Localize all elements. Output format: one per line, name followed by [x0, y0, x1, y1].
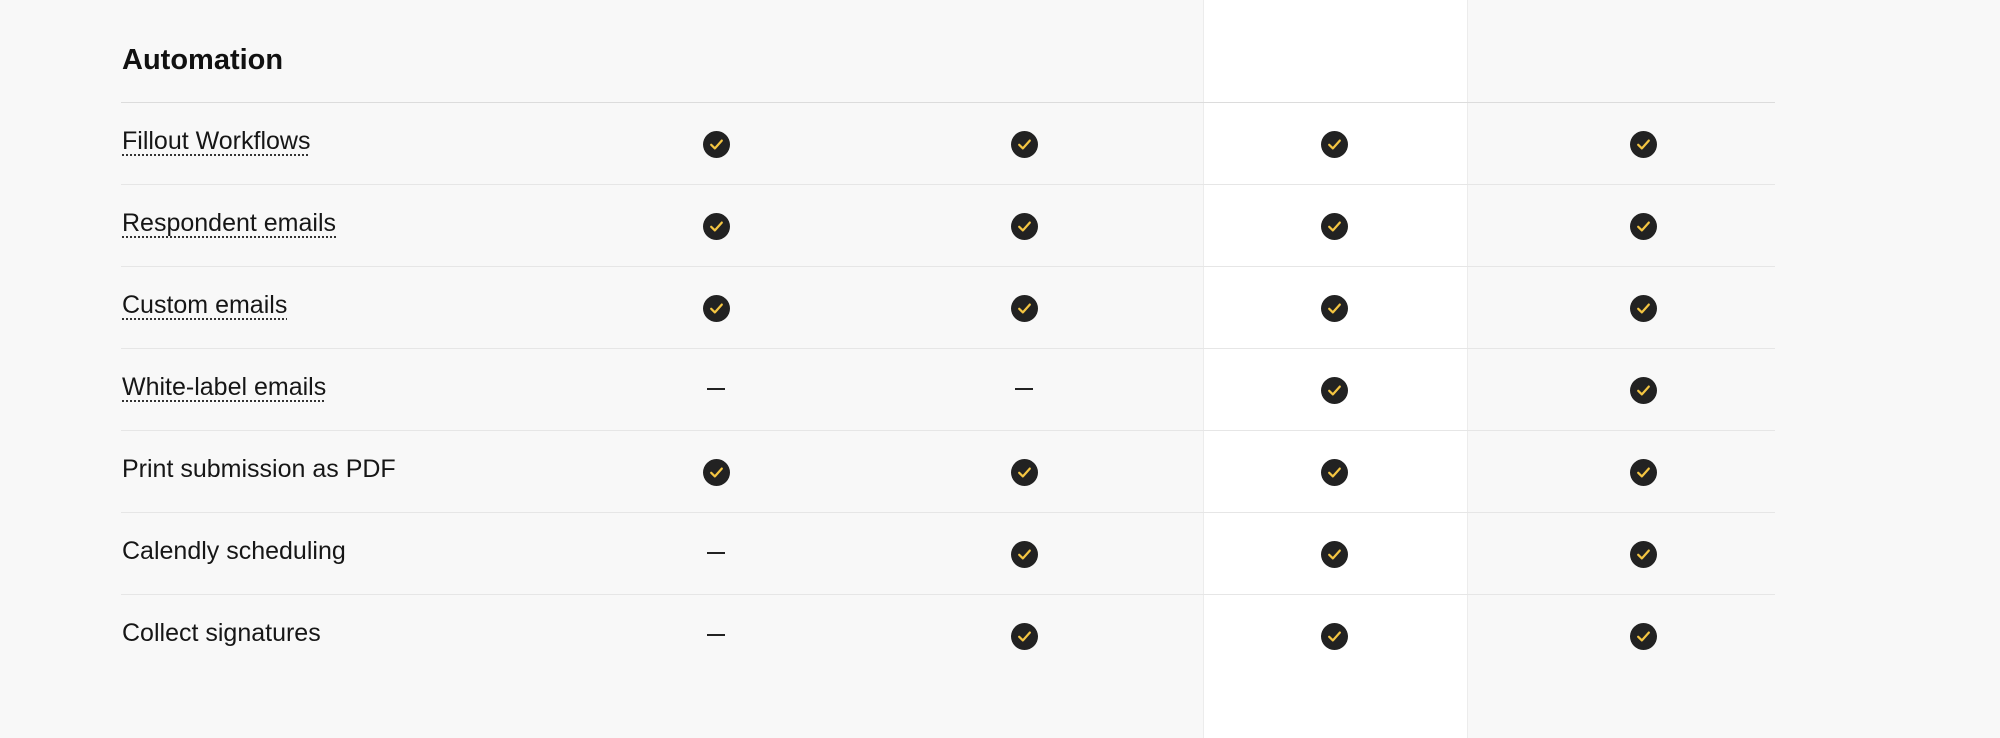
- plan-cell: [1304, 103, 1364, 185]
- check-circle-icon: [1010, 458, 1038, 486]
- check-circle-icon: [1629, 130, 1657, 158]
- feature-row-print-submission-as-pdf: Print submission as PDF: [121, 431, 1775, 513]
- plan-cell: [1613, 185, 1673, 267]
- plan-cell: [994, 349, 1054, 431]
- plan-cell: [1304, 595, 1364, 677]
- feature-comparison-table: Automation Fillout Workflows Respondent e…: [121, 0, 1775, 677]
- check-circle-icon: [1629, 212, 1657, 240]
- dash-icon: [707, 551, 725, 554]
- section-header: Automation: [121, 0, 1775, 103]
- feature-label[interactable]: Custom emails: [122, 291, 288, 319]
- check-circle-icon: [1320, 294, 1348, 322]
- feature-label: Calendly scheduling: [122, 537, 346, 565]
- feature-row-white-label-emails: White-label emails: [121, 349, 1775, 431]
- check-circle-icon: [702, 212, 730, 240]
- dash-icon: [707, 633, 725, 636]
- check-circle-icon: [702, 458, 730, 486]
- feature-rows: Fillout Workflows Respondent emails Custom…: [121, 103, 1775, 677]
- plan-cell: [1304, 349, 1364, 431]
- check-circle-icon: [1010, 130, 1038, 158]
- plan-cell: [686, 185, 746, 267]
- plan-cell: [1613, 349, 1673, 431]
- plan-cell: [1613, 103, 1673, 185]
- feature-label: Print submission as PDF: [122, 455, 396, 483]
- check-circle-icon: [702, 130, 730, 158]
- check-circle-icon: [1320, 622, 1348, 650]
- feature-row-fillout-workflows: Fillout Workflows: [121, 103, 1775, 185]
- plan-cell: [994, 513, 1054, 595]
- plan-cell: [994, 185, 1054, 267]
- plan-cell: [686, 267, 746, 349]
- check-circle-icon: [1629, 540, 1657, 568]
- plan-cell: [994, 431, 1054, 513]
- feature-label[interactable]: Fillout Workflows: [122, 127, 311, 155]
- feature-row-respondent-emails: Respondent emails: [121, 185, 1775, 267]
- check-circle-icon: [1320, 130, 1348, 158]
- check-circle-icon: [1010, 622, 1038, 650]
- check-circle-icon: [1320, 212, 1348, 240]
- feature-label[interactable]: Respondent emails: [122, 209, 337, 237]
- feature-row-collect-signatures: Collect signatures: [121, 595, 1775, 677]
- plan-cell: [686, 595, 746, 677]
- plan-cell: [1613, 595, 1673, 677]
- check-circle-icon: [1320, 376, 1348, 404]
- plan-cell: [1613, 267, 1673, 349]
- check-circle-icon: [1320, 458, 1348, 486]
- check-circle-icon: [702, 294, 730, 322]
- plan-cell: [1304, 267, 1364, 349]
- section-title: Automation: [122, 44, 284, 76]
- feature-label: Collect signatures: [122, 619, 321, 647]
- check-circle-icon: [1320, 540, 1348, 568]
- plan-cell: [1304, 431, 1364, 513]
- plan-cell: [1613, 513, 1673, 595]
- check-circle-icon: [1010, 212, 1038, 240]
- plan-cell: [1304, 185, 1364, 267]
- dash-icon: [1015, 387, 1033, 390]
- plan-cell: [686, 349, 746, 431]
- plan-cell: [994, 595, 1054, 677]
- plan-cell: [994, 103, 1054, 185]
- check-circle-icon: [1629, 294, 1657, 322]
- plan-cell: [686, 431, 746, 513]
- plan-cell: [1613, 431, 1673, 513]
- feature-label[interactable]: White-label emails: [122, 373, 327, 401]
- highlighted-plan-column: [1203, 0, 1468, 738]
- plan-cell: [686, 513, 746, 595]
- check-circle-icon: [1629, 376, 1657, 404]
- plan-cell: [1304, 513, 1364, 595]
- check-circle-icon: [1010, 540, 1038, 568]
- check-circle-icon: [1010, 294, 1038, 322]
- feature-row-calendly-scheduling: Calendly scheduling: [121, 513, 1775, 595]
- check-circle-icon: [1629, 622, 1657, 650]
- plan-cell: [686, 103, 746, 185]
- feature-row-custom-emails: Custom emails: [121, 267, 1775, 349]
- dash-icon: [707, 387, 725, 390]
- plan-cell: [994, 267, 1054, 349]
- check-circle-icon: [1629, 458, 1657, 486]
